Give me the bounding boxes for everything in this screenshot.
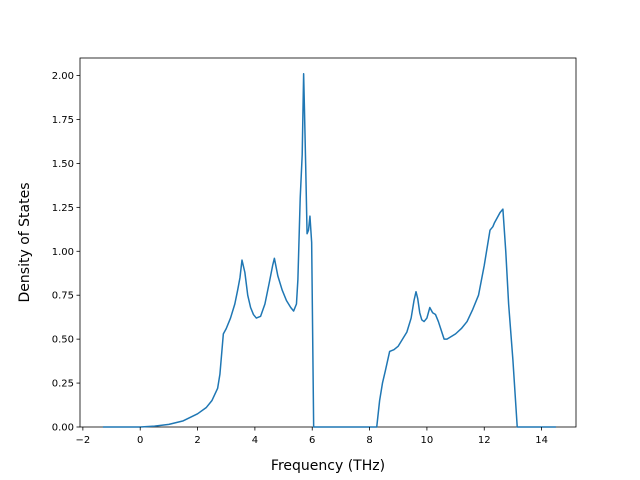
x-tick-label: 0 bbox=[137, 435, 143, 446]
y-tick-label: 0.50 bbox=[52, 335, 74, 346]
plot-lines bbox=[102, 73, 556, 428]
y-tick-label: 1.00 bbox=[52, 247, 74, 258]
x-axis-ticks: −2 0 2 4 6 8 10 12 14 bbox=[75, 427, 548, 446]
x-tick-label: 8 bbox=[366, 435, 372, 446]
y-tick-label: 1.50 bbox=[52, 159, 74, 170]
y-tick-label: 1.75 bbox=[52, 115, 74, 126]
x-tick-label: 14 bbox=[535, 435, 548, 446]
y-tick-label: 2.00 bbox=[52, 71, 74, 82]
x-tick-label: 4 bbox=[252, 435, 258, 446]
x-tick-label: −2 bbox=[75, 435, 90, 446]
x-tick-label: 2 bbox=[194, 435, 200, 446]
y-axis-ticks: 0.00 0.25 0.50 0.75 1.00 1.25 1.50 1.75 2.00 bbox=[52, 71, 80, 434]
y-axis-title: Density of States bbox=[17, 183, 33, 303]
x-tick-label: 10 bbox=[421, 435, 434, 446]
dos-series-line bbox=[102, 73, 556, 428]
y-tick-label: 0.00 bbox=[52, 423, 74, 434]
x-tick-label: 6 bbox=[309, 435, 315, 446]
x-axis-title: Frequency (THz) bbox=[271, 458, 385, 474]
x-tick-label: 12 bbox=[478, 435, 491, 446]
y-tick-label: 1.25 bbox=[52, 203, 74, 214]
y-tick-label: 0.25 bbox=[52, 379, 74, 390]
y-tick-label: 0.75 bbox=[52, 291, 74, 302]
